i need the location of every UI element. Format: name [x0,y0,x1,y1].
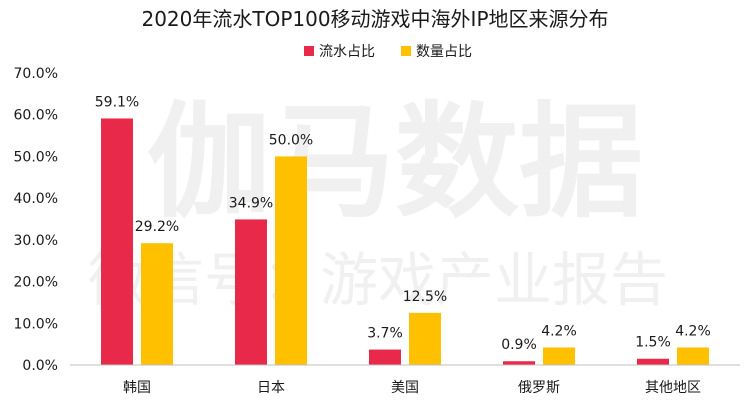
watermark-line1: 伽马数据 [147,91,643,235]
bar-revenue [235,219,267,365]
y-axis: 0.0% 10.0% 20.0% 30.0% 40.0% 50.0% 60.0% 70.0% [14,66,58,374]
x-tick-label: 美国 [391,380,419,396]
chart-title: 2020年流水TOP100移动游戏中海外IP地区来源分布 [141,7,608,31]
legend: 流水占比 数量占比 [304,44,472,60]
data-label: 0.9% [501,337,537,353]
data-label: 29.2% [135,219,179,235]
y-tick-label: 40.0% [14,191,58,207]
bars: 59.1%29.2%34.9%50.0%3.7%12.5%0.9%4.2%1.5… [95,94,711,366]
legend-label: 流水占比 [319,44,375,60]
x-tick-label: 韩国 [123,380,151,396]
legend-swatch [401,46,411,56]
y-tick-label: 10.0% [14,316,58,332]
legend-swatch [304,46,314,56]
watermark-line2: 微信号：游戏产业报告 [88,246,668,314]
bar-count [141,243,173,365]
bar-count [543,347,575,365]
data-label: 50.0% [269,132,313,148]
y-tick-label: 20.0% [14,275,58,291]
data-label: 3.7% [367,326,403,342]
bar-revenue [101,118,133,366]
x-tick-label: 其他地区 [645,380,701,396]
data-label: 4.2% [675,323,711,339]
bar-revenue [369,349,401,365]
bar-count [677,347,709,365]
bar-count [275,156,307,365]
legend-label: 数量占比 [416,44,472,60]
data-label: 12.5% [403,289,447,305]
y-tick-label: 70.0% [14,66,58,82]
y-tick-label: 50.0% [14,149,58,165]
bar-revenue [503,361,535,365]
data-label: 1.5% [635,335,671,351]
bar-count [409,312,441,365]
data-label: 34.9% [229,195,273,211]
y-tick-label: 0.0% [22,358,58,374]
x-axis: 韩国 日本 美国 俄罗斯 其他地区 [123,380,701,396]
y-tick-label: 30.0% [14,233,58,249]
x-tick-label: 日本 [257,380,285,396]
y-tick-label: 60.0% [14,108,58,124]
bar-revenue [637,358,669,365]
data-label: 59.1% [95,94,139,110]
x-tick-label: 俄罗斯 [518,380,560,396]
data-label: 4.2% [541,323,577,339]
watermark: 伽马数据 微信号：游戏产业报告 [88,91,668,314]
